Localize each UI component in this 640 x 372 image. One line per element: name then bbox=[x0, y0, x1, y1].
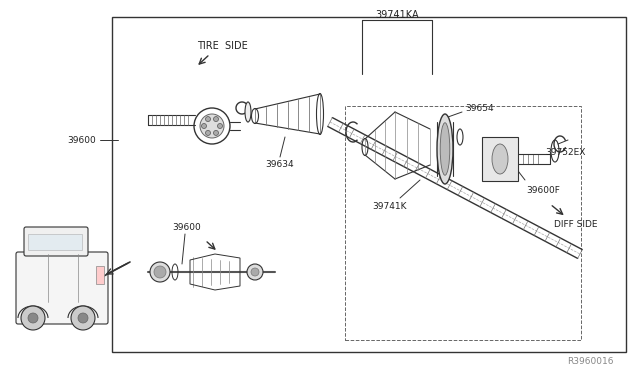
Text: 39654: 39654 bbox=[466, 103, 494, 112]
Circle shape bbox=[150, 262, 170, 282]
Text: 39752EX: 39752EX bbox=[545, 148, 585, 157]
Circle shape bbox=[214, 131, 218, 135]
Text: 39741K: 39741K bbox=[372, 202, 407, 211]
Bar bbox=[112, 17, 626, 352]
Circle shape bbox=[218, 124, 223, 128]
Circle shape bbox=[202, 124, 207, 128]
Ellipse shape bbox=[492, 144, 508, 174]
Text: 39741KA: 39741KA bbox=[375, 10, 419, 20]
Circle shape bbox=[71, 306, 95, 330]
Circle shape bbox=[78, 313, 88, 323]
Bar bbox=[96, 266, 104, 284]
Circle shape bbox=[28, 313, 38, 323]
FancyBboxPatch shape bbox=[28, 234, 82, 250]
Circle shape bbox=[200, 114, 224, 138]
FancyBboxPatch shape bbox=[24, 227, 88, 256]
Circle shape bbox=[21, 306, 45, 330]
Text: 39634: 39634 bbox=[266, 160, 294, 169]
FancyBboxPatch shape bbox=[16, 252, 108, 324]
Ellipse shape bbox=[245, 102, 251, 122]
Circle shape bbox=[205, 131, 211, 135]
Text: DIFF SIDE: DIFF SIDE bbox=[554, 219, 598, 228]
Circle shape bbox=[251, 268, 259, 276]
Ellipse shape bbox=[437, 114, 453, 184]
Ellipse shape bbox=[440, 123, 450, 175]
Text: R3960016: R3960016 bbox=[567, 357, 613, 366]
Text: 39600: 39600 bbox=[67, 135, 96, 144]
Bar bbox=[482, 137, 518, 181]
Text: 39600: 39600 bbox=[173, 222, 202, 231]
Text: 39600F: 39600F bbox=[526, 186, 560, 195]
Text: TIRE  SIDE: TIRE SIDE bbox=[196, 41, 248, 51]
Circle shape bbox=[247, 264, 263, 280]
Bar bbox=[345, 106, 581, 340]
Circle shape bbox=[214, 116, 218, 122]
Circle shape bbox=[154, 266, 166, 278]
Circle shape bbox=[205, 116, 211, 122]
